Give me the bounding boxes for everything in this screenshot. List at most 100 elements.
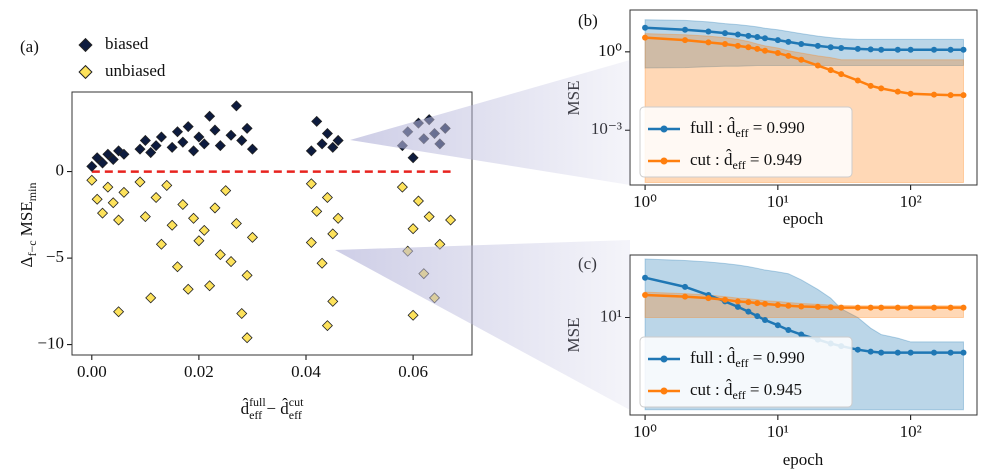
- point: [931, 46, 938, 53]
- label-sub: eff: [733, 388, 746, 402]
- label-part: = 0.949: [746, 150, 802, 169]
- point: [734, 303, 741, 310]
- legend-label: unbiased: [105, 61, 166, 80]
- point: [182, 121, 194, 133]
- point: [230, 217, 242, 230]
- point: [209, 124, 221, 136]
- point: [332, 212, 344, 224]
- point: [745, 44, 752, 51]
- x-axis-label: d̂full eff − d̂cut eff: [241, 395, 305, 422]
- point: [931, 349, 938, 356]
- point: [305, 237, 317, 249]
- point: [134, 143, 146, 155]
- point: [182, 283, 194, 295]
- point: [642, 292, 649, 299]
- point: [814, 303, 821, 310]
- point: [705, 295, 712, 302]
- y-axis-label: Δf−c MSEmin: [17, 183, 39, 268]
- point: [134, 176, 146, 188]
- point: [246, 231, 258, 243]
- legend-marker: [660, 125, 668, 133]
- point: [241, 122, 253, 134]
- point: [316, 138, 328, 150]
- point: [332, 134, 344, 146]
- point: [188, 145, 200, 157]
- label-part: d̂: [724, 379, 733, 399]
- point: [761, 300, 768, 307]
- point: [947, 349, 954, 356]
- point: [97, 157, 109, 169]
- point: [171, 261, 184, 273]
- point: [947, 46, 954, 53]
- x-axis-label: epoch: [783, 209, 824, 228]
- label-part: d̂: [727, 117, 736, 137]
- point: [785, 327, 792, 334]
- point: [745, 308, 752, 315]
- point: [867, 82, 874, 89]
- point: [894, 88, 901, 95]
- point: [204, 280, 216, 292]
- point: [225, 256, 237, 268]
- legend-marker: [78, 37, 93, 53]
- point: [198, 224, 210, 236]
- point: [150, 140, 162, 152]
- point: [321, 192, 333, 204]
- point: [827, 304, 834, 311]
- point: [236, 307, 248, 319]
- point: [91, 193, 103, 205]
- point: [867, 46, 874, 53]
- connector: [350, 60, 630, 185]
- point: [209, 202, 221, 214]
- point: [931, 304, 938, 311]
- point: [774, 322, 781, 329]
- y-tick-label: −5: [46, 247, 64, 266]
- point: [722, 40, 729, 47]
- point: [798, 40, 805, 47]
- x-tick-label: 10²: [900, 192, 922, 211]
- point: [878, 85, 885, 92]
- x-tick-label: 10²: [900, 422, 922, 441]
- label-part: = 0.990: [748, 118, 804, 137]
- point: [236, 134, 248, 146]
- point: [86, 174, 98, 186]
- point: [145, 292, 157, 304]
- point: [642, 34, 649, 41]
- x-tick-label: 10⁰: [633, 422, 657, 441]
- legend-label: full : d̂eff = 0.990: [690, 347, 805, 370]
- point: [107, 197, 119, 209]
- point: [894, 304, 901, 311]
- x-tick-label: 0.02: [184, 362, 214, 381]
- label-part: = 0.945: [746, 380, 802, 399]
- legend-label: cut : d̂eff = 0.949: [690, 149, 802, 172]
- label-sup: cut: [289, 395, 304, 409]
- point: [814, 62, 821, 69]
- point: [785, 52, 792, 59]
- point: [423, 211, 435, 223]
- point: [682, 26, 689, 33]
- point: [305, 145, 317, 157]
- point: [734, 298, 741, 305]
- x-axis-label: epoch: [783, 450, 824, 469]
- point: [177, 136, 189, 148]
- point: [894, 349, 901, 356]
- line: [645, 293, 964, 309]
- legend-box: [639, 106, 853, 178]
- label-part: full :: [690, 348, 727, 367]
- point: [761, 316, 768, 323]
- point: [241, 332, 253, 344]
- point: [722, 30, 729, 37]
- point: [838, 304, 845, 311]
- point: [188, 212, 200, 224]
- point: [412, 195, 424, 207]
- label-part: d̂: [727, 347, 736, 367]
- y-tick-label: −10: [37, 334, 64, 353]
- point: [97, 207, 109, 219]
- x-tick-label: 0.00: [77, 362, 107, 381]
- point: [118, 148, 130, 160]
- point: [407, 152, 419, 164]
- x-tick-label: 0.06: [398, 362, 428, 381]
- x-tick-label: 10¹: [767, 422, 789, 441]
- panel-label: (a): [20, 37, 39, 56]
- label-part: Δ: [17, 256, 36, 267]
